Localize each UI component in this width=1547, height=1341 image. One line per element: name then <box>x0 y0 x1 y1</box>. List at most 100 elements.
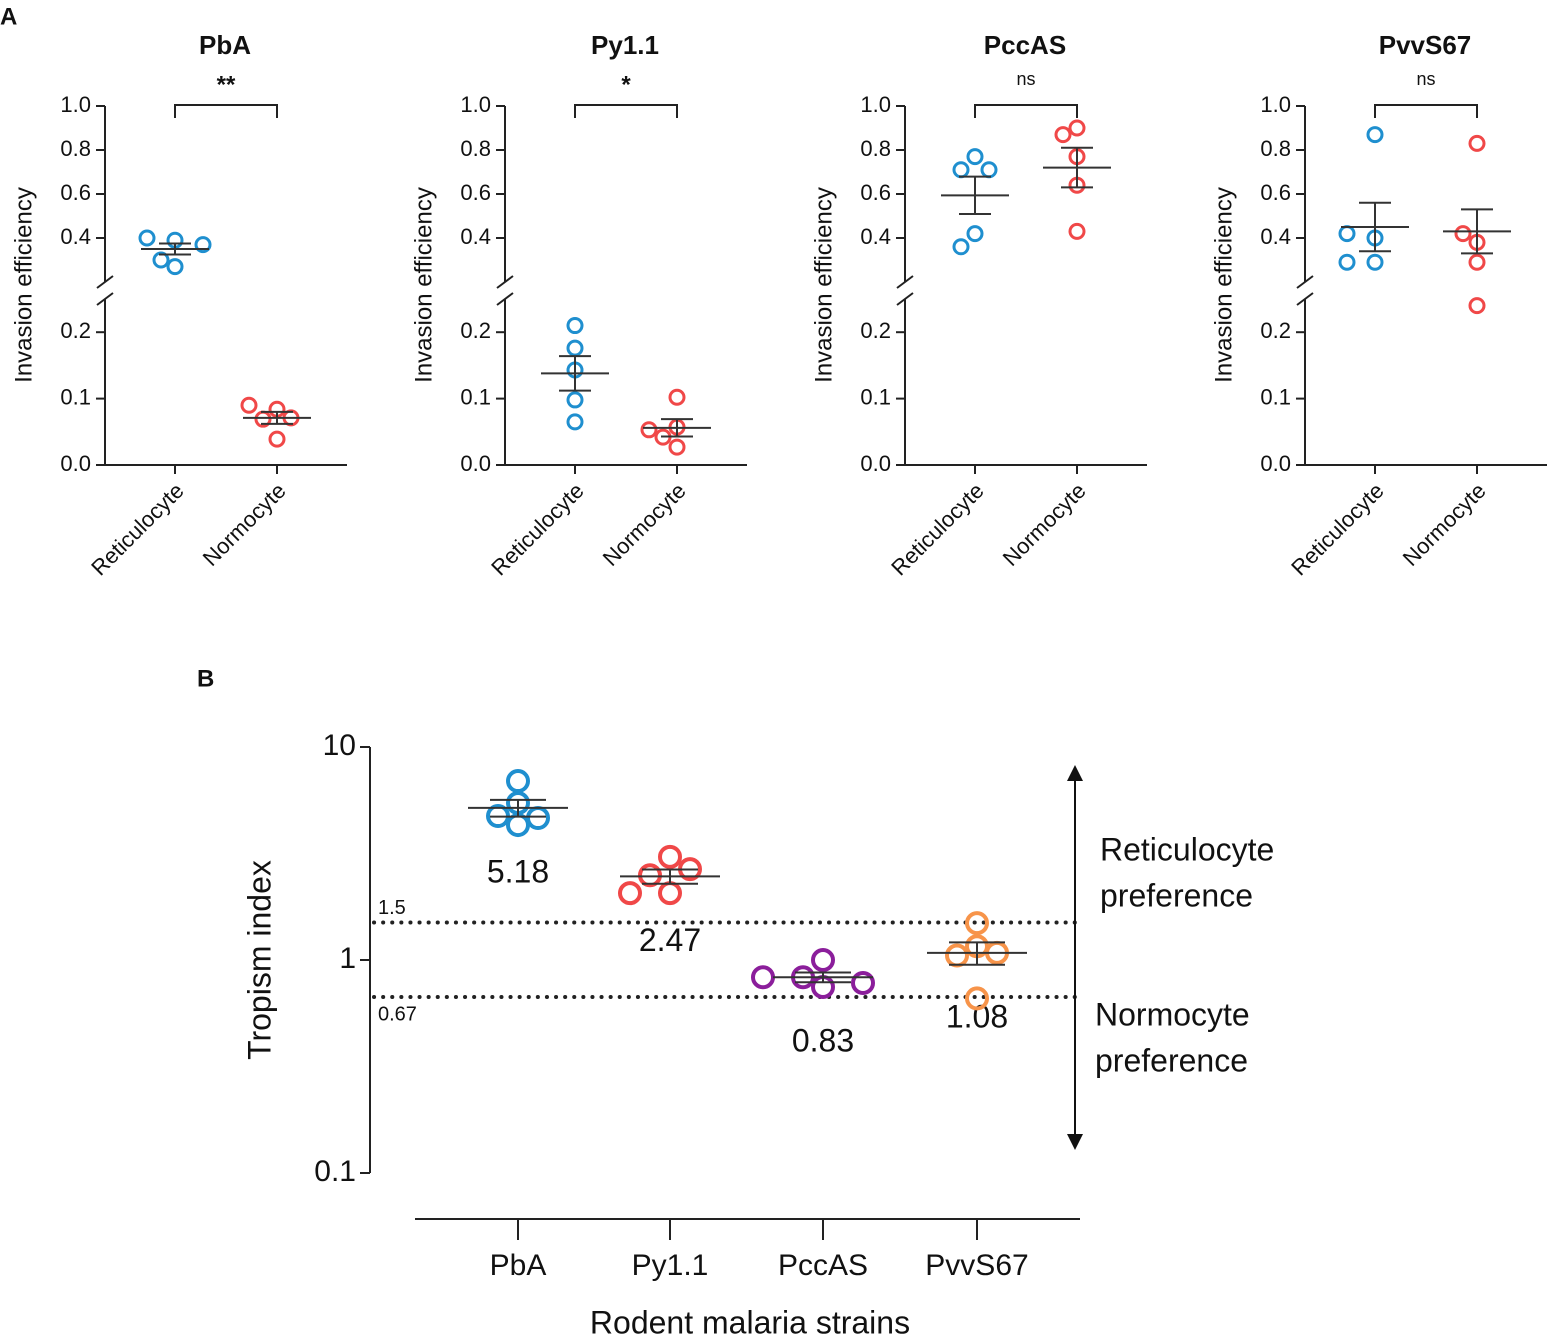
data-point <box>566 413 584 431</box>
chart-title: PbA <box>199 30 251 60</box>
y-tick-label: 0.8 <box>1260 136 1291 161</box>
y-tick-label: 0.1 <box>1260 384 1291 409</box>
data-point <box>566 391 584 409</box>
y-tick-label: 0.1 <box>460 384 491 409</box>
x-tick-label: Reticulocyte <box>886 478 988 580</box>
y-tick-label: 0.0 <box>60 451 91 476</box>
chart-title: PvvS67 <box>1379 30 1472 60</box>
data-point <box>945 943 969 968</box>
y-tick-label: 0.8 <box>460 136 491 161</box>
data-point <box>1068 222 1086 240</box>
data-point <box>638 863 662 888</box>
y-tick-label: 0.1 <box>60 384 91 409</box>
data-point <box>1366 126 1384 144</box>
data-point <box>966 148 984 166</box>
data-point <box>1366 253 1384 271</box>
error-bar <box>1061 146 1093 189</box>
data-point <box>526 806 550 831</box>
significance-bracket <box>574 104 678 118</box>
annotation: preference <box>1100 877 1253 913</box>
y-tick-label: 0.2 <box>1260 318 1291 343</box>
reference-label: 0.67 <box>378 1003 417 1025</box>
y-tick-label: 1.0 <box>460 92 491 117</box>
x-tick-label: Py1.1 <box>632 1249 709 1282</box>
annotation: preference <box>1095 1042 1248 1078</box>
data-point <box>1468 253 1486 271</box>
y-tick-label: 0.4 <box>1260 224 1291 249</box>
data-point <box>668 388 686 406</box>
y-tick-label: 0.2 <box>860 318 891 343</box>
y-axis-label: Invasion efficiency <box>1210 187 1237 383</box>
data-point <box>566 339 584 357</box>
data-point <box>980 161 998 179</box>
data-point <box>1454 225 1472 243</box>
axis-break <box>896 275 914 306</box>
y-tick-label: 0.4 <box>60 224 91 249</box>
mean-label: 0.83 <box>792 1023 854 1059</box>
data-point <box>166 258 184 276</box>
y-tick-label: 0.2 <box>60 318 91 343</box>
data-point <box>268 430 286 448</box>
y-tick-label: 1.0 <box>860 92 891 117</box>
reference-label: 1.5 <box>378 897 406 919</box>
data-point <box>658 844 682 869</box>
x-tick-label: Reticulocyte <box>1286 478 1388 580</box>
error-bar <box>949 941 1005 966</box>
x-tick-label: PbA <box>490 1249 547 1282</box>
data-point <box>138 229 156 247</box>
significance-bracket <box>1374 104 1478 118</box>
data-point <box>506 769 530 794</box>
error-bar <box>1461 208 1493 255</box>
y-tick-label: 0.6 <box>460 180 491 205</box>
significance-label: ns <box>1416 69 1435 89</box>
y-tick-label: 0.4 <box>460 224 491 249</box>
mean-label: 2.47 <box>639 922 701 958</box>
error-bar <box>661 418 693 438</box>
error-bar <box>261 410 293 425</box>
x-tick-label: PvvS67 <box>925 1249 1028 1282</box>
panel-label: B <box>197 665 214 692</box>
significance-label: ns <box>1016 69 1035 89</box>
y-tick-label: 0.8 <box>60 136 91 161</box>
x-tick-label: Normocyte <box>598 478 691 571</box>
data-point <box>640 421 658 439</box>
data-point <box>668 438 686 456</box>
mean-label: 1.08 <box>946 998 1008 1034</box>
y-tick-label: 0.0 <box>860 451 891 476</box>
data-point <box>965 911 989 936</box>
y-tick-label: 0.0 <box>460 451 491 476</box>
x-axis-label: Rodent malaria strains <box>590 1304 910 1340</box>
y-tick-label: 0.6 <box>860 180 891 205</box>
annotation: Reticulocyte <box>1100 831 1274 867</box>
data-point <box>751 965 775 990</box>
x-tick-label: Reticulocyte <box>86 478 188 580</box>
data-point <box>1338 225 1356 243</box>
y-tick-label: 0.0 <box>1260 451 1291 476</box>
chart-title: Py1.1 <box>591 30 659 60</box>
significance-label: ** <box>217 71 236 98</box>
x-tick-label: PccAS <box>778 1249 868 1282</box>
error-bar <box>1359 201 1391 253</box>
data-point <box>1468 297 1486 315</box>
error-bar <box>490 798 546 818</box>
chart-title: PccAS <box>984 30 1066 60</box>
y-tick-label: 1.0 <box>60 92 91 117</box>
data-point <box>566 317 584 335</box>
y-axis-label: Invasion efficiency <box>410 187 437 383</box>
significance-bracket <box>174 104 278 118</box>
data-point <box>1468 134 1486 152</box>
data-point <box>966 225 984 243</box>
data-point <box>811 948 835 972</box>
y-tick-label: 0.6 <box>1260 180 1291 205</box>
x-tick-label: Normocyte <box>1398 478 1491 571</box>
data-point <box>152 251 170 269</box>
data-point <box>952 161 970 179</box>
y-tick-label: 10 <box>323 729 356 762</box>
error-bar <box>642 868 698 885</box>
y-tick-label: 0.8 <box>860 136 891 161</box>
data-point <box>506 813 530 838</box>
x-tick-label: Normocyte <box>198 478 291 571</box>
data-point <box>618 881 642 906</box>
data-point <box>1054 126 1072 144</box>
data-point <box>1338 253 1356 271</box>
